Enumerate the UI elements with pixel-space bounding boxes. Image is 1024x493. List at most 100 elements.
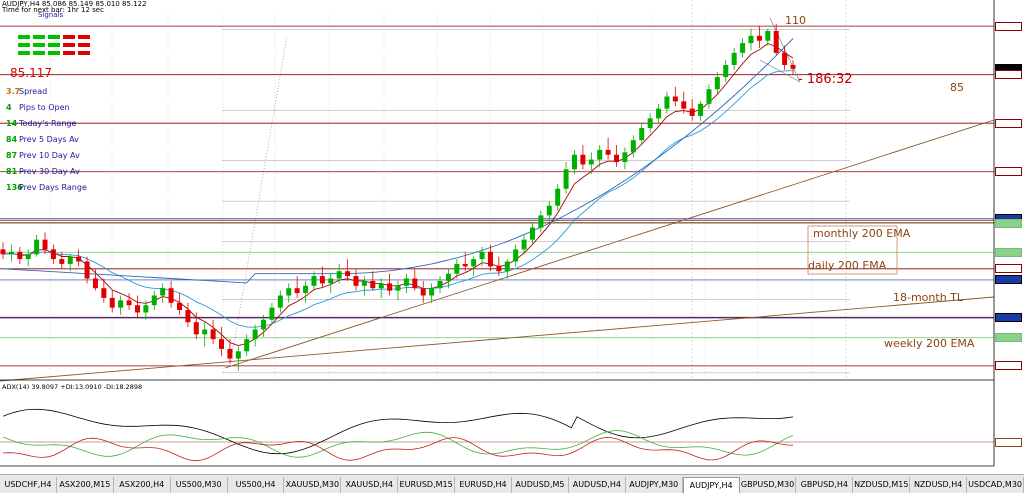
signal-cell bbox=[33, 51, 45, 55]
candle-body bbox=[521, 239, 527, 250]
signal-cell bbox=[63, 35, 75, 39]
candle-body bbox=[17, 251, 23, 260]
chart-tab[interactable]: XAUUSD,H4 bbox=[341, 477, 399, 493]
candle-body bbox=[706, 89, 712, 104]
ema-longterm-line bbox=[2, 38, 794, 284]
candle-body bbox=[756, 35, 762, 41]
candle-body bbox=[672, 96, 678, 102]
chart-tab[interactable]: XAUUSD,M30 bbox=[284, 477, 342, 493]
chart-tab[interactable]: AUDUSD,H4 bbox=[569, 477, 626, 493]
candle-body bbox=[67, 256, 73, 264]
candle-body bbox=[504, 261, 510, 272]
candle-body bbox=[387, 283, 393, 291]
candle-body bbox=[403, 278, 409, 286]
level-85-annotation: 85 bbox=[950, 81, 964, 94]
chart-tab[interactable]: ASX200,M15 bbox=[57, 477, 114, 493]
chart-tab[interactable]: US500,H4 bbox=[228, 477, 285, 493]
candle-body bbox=[765, 30, 771, 41]
price-tag bbox=[995, 361, 1022, 371]
price-tag bbox=[995, 118, 1022, 128]
candle-body bbox=[420, 288, 426, 296]
candle-body bbox=[235, 351, 241, 359]
candle-body bbox=[92, 278, 98, 289]
signal-cell bbox=[18, 35, 30, 39]
chart-tab[interactable]: NZDUSD,H4 bbox=[910, 477, 968, 493]
candle-body bbox=[782, 52, 788, 65]
candle-body bbox=[25, 254, 31, 260]
candle-body bbox=[580, 154, 586, 165]
candle-body bbox=[555, 188, 561, 206]
stat-label: Prev 30 Day Av bbox=[19, 167, 80, 176]
price-tag bbox=[995, 264, 1022, 274]
candle-body bbox=[210, 329, 216, 340]
channel-line bbox=[769, 17, 801, 83]
chart-tab[interactable]: USDCHF,H4 bbox=[0, 477, 57, 493]
price-tag bbox=[995, 70, 1022, 80]
signal-cell bbox=[48, 43, 60, 47]
signal-cell bbox=[18, 43, 30, 47]
candle-body bbox=[588, 159, 594, 165]
fib-guide-line bbox=[229, 35, 288, 368]
chart-tab[interactable]: ASX200,H4 bbox=[114, 477, 171, 493]
signal-cell bbox=[48, 51, 60, 55]
chart-tab[interactable]: AUDUSD,M5 bbox=[512, 477, 569, 493]
chart-tab[interactable]: NZDUSD,M15 bbox=[853, 477, 911, 493]
stat-row: 136Prev Days Range bbox=[6, 183, 87, 192]
price-tag bbox=[995, 247, 1022, 257]
chart-tab[interactable]: AUDJPY,M30 bbox=[626, 477, 683, 493]
candle-body bbox=[370, 280, 376, 289]
signal-cell bbox=[63, 43, 75, 47]
candle-body bbox=[227, 348, 233, 359]
stat-row: 3.7Spread bbox=[6, 87, 47, 96]
chart-tab[interactable]: GBPUSD,M30 bbox=[740, 477, 797, 493]
candle-body bbox=[126, 300, 132, 306]
stat-row: 81 Prev 30 Day Av bbox=[6, 167, 80, 176]
trendline-18-month bbox=[224, 119, 995, 369]
signal-cell bbox=[78, 51, 90, 55]
stat-row: 84 Prev 5 Days Av bbox=[6, 135, 79, 144]
stat-row: 87 Prev 10 Day Av bbox=[6, 151, 80, 160]
signal-cell bbox=[78, 43, 90, 47]
chart-tab[interactable]: GBPUSD,H4 bbox=[796, 477, 854, 493]
candle-body bbox=[471, 259, 477, 267]
signal-cell bbox=[33, 35, 45, 39]
chart-tab[interactable]: USDCAD,M30 bbox=[967, 477, 1024, 493]
price-tag bbox=[995, 275, 1022, 285]
chart-tab[interactable]: EURUSD,H4 bbox=[455, 477, 512, 493]
pips-110-annotation: 110 bbox=[785, 14, 806, 27]
candle-body bbox=[294, 288, 300, 294]
candle-body bbox=[176, 302, 182, 311]
candle-body bbox=[0, 249, 6, 255]
candle-body bbox=[59, 259, 65, 264]
price-tag bbox=[995, 313, 1022, 323]
chart-tab-active[interactable]: AUDJPY,H4 bbox=[682, 477, 740, 493]
stat-value: 14 bbox=[6, 119, 18, 128]
bar-timer: Time for next bar: 1hr 12 sec bbox=[2, 6, 104, 14]
candle-body bbox=[311, 276, 317, 286]
candle-body bbox=[269, 307, 275, 320]
candle-body bbox=[538, 215, 544, 228]
candle-body bbox=[109, 297, 115, 308]
candle-body bbox=[563, 169, 569, 189]
candle-body bbox=[529, 227, 535, 240]
candle-body bbox=[664, 96, 670, 109]
adx-line bbox=[2, 408, 794, 455]
candle-body bbox=[319, 276, 325, 284]
chart-tab-bar: USDCHF,H4 ASX200,M15 ASX200,H4 US500,M30 US5… bbox=[0, 474, 1024, 493]
chart-tab[interactable]: EURUSD,M15 bbox=[398, 477, 456, 493]
candle-body bbox=[84, 261, 90, 279]
candle-body bbox=[378, 283, 384, 289]
stat-label: Pips to Open bbox=[19, 103, 70, 112]
monthly-ema-annotation: monthly 200 EMA bbox=[813, 227, 911, 240]
signal-cell bbox=[78, 35, 90, 39]
candle-body bbox=[689, 108, 695, 116]
candle-body bbox=[261, 319, 267, 330]
candle-body bbox=[462, 263, 468, 267]
candle-body bbox=[286, 288, 292, 296]
stat-value: 87 bbox=[6, 151, 18, 160]
stat-label: Prev Days Range bbox=[19, 183, 87, 192]
price-tag bbox=[995, 21, 1022, 31]
chart-tab[interactable]: US500,M30 bbox=[171, 477, 228, 493]
